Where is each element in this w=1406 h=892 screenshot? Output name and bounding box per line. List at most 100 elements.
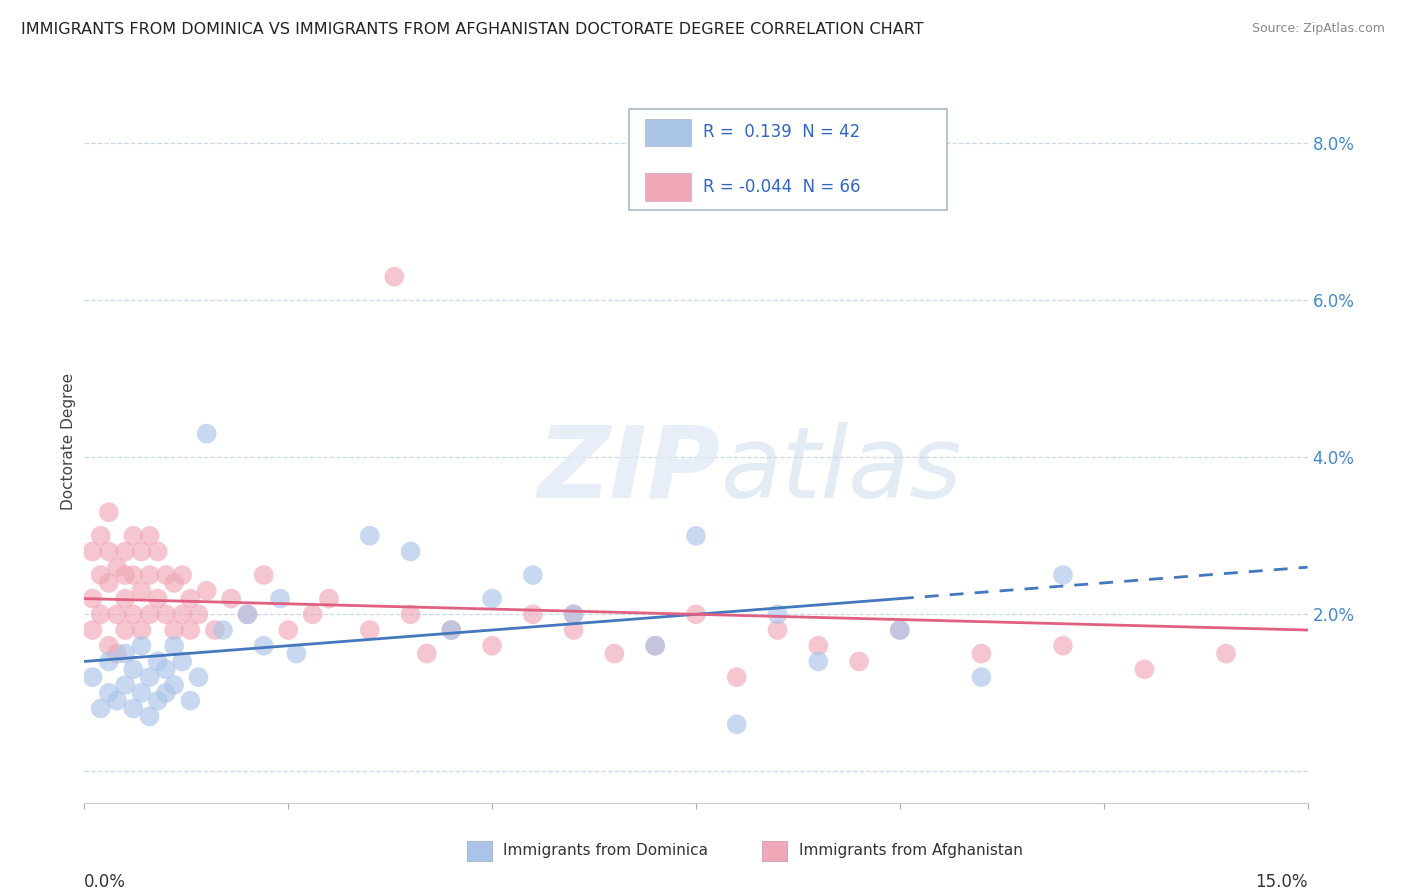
- Point: [90, 607, 112, 622]
- Point: [163, 678, 186, 692]
- Point: [131, 623, 153, 637]
- Point: [725, 670, 748, 684]
- Point: [138, 670, 160, 684]
- Point: [138, 709, 160, 723]
- Point: [172, 655, 194, 669]
- Point: [146, 591, 169, 606]
- Point: [1133, 662, 1156, 676]
- Point: [82, 670, 104, 684]
- Point: [766, 607, 789, 622]
- Point: [685, 529, 707, 543]
- Point: [219, 591, 242, 606]
- Point: [440, 623, 463, 637]
- Point: [90, 701, 112, 715]
- Point: [204, 623, 226, 637]
- Point: [138, 529, 160, 543]
- Point: [848, 655, 870, 669]
- Text: atlas: atlas: [720, 422, 962, 519]
- Text: 15.0%: 15.0%: [1256, 873, 1308, 891]
- Point: [105, 560, 128, 574]
- Point: [481, 639, 503, 653]
- Point: [807, 639, 830, 653]
- Point: [155, 686, 177, 700]
- Text: 0.0%: 0.0%: [84, 873, 127, 891]
- Point: [277, 623, 299, 637]
- Point: [725, 717, 748, 731]
- Point: [114, 544, 136, 558]
- Point: [163, 639, 186, 653]
- Point: [269, 591, 291, 606]
- Point: [155, 662, 177, 676]
- Text: R =  0.139  N = 42: R = 0.139 N = 42: [703, 123, 860, 141]
- Point: [97, 544, 120, 558]
- Point: [236, 607, 259, 622]
- Point: [766, 623, 789, 637]
- Point: [562, 623, 585, 637]
- Point: [122, 607, 145, 622]
- Y-axis label: Doctorate Degree: Doctorate Degree: [60, 373, 76, 510]
- Point: [146, 694, 169, 708]
- Text: R = -0.044  N = 66: R = -0.044 N = 66: [703, 178, 860, 196]
- Point: [122, 529, 145, 543]
- Text: ZIP: ZIP: [537, 422, 720, 519]
- Point: [644, 639, 666, 653]
- Point: [562, 607, 585, 622]
- Point: [889, 623, 911, 637]
- Point: [359, 623, 381, 637]
- Point: [82, 544, 104, 558]
- Point: [685, 607, 707, 622]
- Point: [97, 639, 120, 653]
- Point: [1215, 647, 1237, 661]
- Point: [603, 647, 626, 661]
- Point: [122, 662, 145, 676]
- Point: [807, 655, 830, 669]
- Point: [138, 607, 160, 622]
- Point: [90, 529, 112, 543]
- Point: [122, 568, 145, 582]
- Text: Immigrants from Afghanistan: Immigrants from Afghanistan: [799, 844, 1022, 858]
- Point: [138, 568, 160, 582]
- Point: [562, 607, 585, 622]
- Point: [131, 544, 153, 558]
- Point: [253, 568, 276, 582]
- Point: [359, 529, 381, 543]
- FancyBboxPatch shape: [644, 173, 692, 201]
- Point: [318, 591, 340, 606]
- Point: [122, 701, 145, 715]
- Point: [155, 568, 177, 582]
- Point: [970, 647, 993, 661]
- Point: [195, 583, 218, 598]
- Point: [1052, 639, 1074, 653]
- Point: [253, 639, 276, 653]
- Point: [105, 607, 128, 622]
- Point: [172, 568, 194, 582]
- Point: [416, 647, 439, 661]
- Point: [195, 426, 218, 441]
- Point: [399, 607, 422, 622]
- Point: [187, 607, 209, 622]
- Point: [82, 591, 104, 606]
- Point: [187, 670, 209, 684]
- Point: [399, 544, 422, 558]
- Point: [146, 655, 169, 669]
- Text: Source: ZipAtlas.com: Source: ZipAtlas.com: [1251, 22, 1385, 36]
- Point: [285, 647, 308, 661]
- Text: Immigrants from Dominica: Immigrants from Dominica: [503, 844, 709, 858]
- Point: [97, 686, 120, 700]
- Point: [114, 591, 136, 606]
- Point: [644, 639, 666, 653]
- Point: [131, 583, 153, 598]
- Point: [114, 647, 136, 661]
- Point: [114, 568, 136, 582]
- Point: [970, 670, 993, 684]
- Point: [114, 623, 136, 637]
- Point: [522, 607, 544, 622]
- Text: IMMIGRANTS FROM DOMINICA VS IMMIGRANTS FROM AFGHANISTAN DOCTORATE DEGREE CORRELA: IMMIGRANTS FROM DOMINICA VS IMMIGRANTS F…: [21, 22, 924, 37]
- Point: [1052, 568, 1074, 582]
- Point: [172, 607, 194, 622]
- FancyBboxPatch shape: [644, 119, 692, 146]
- Point: [179, 591, 201, 606]
- Point: [90, 568, 112, 582]
- Point: [114, 678, 136, 692]
- Point: [105, 647, 128, 661]
